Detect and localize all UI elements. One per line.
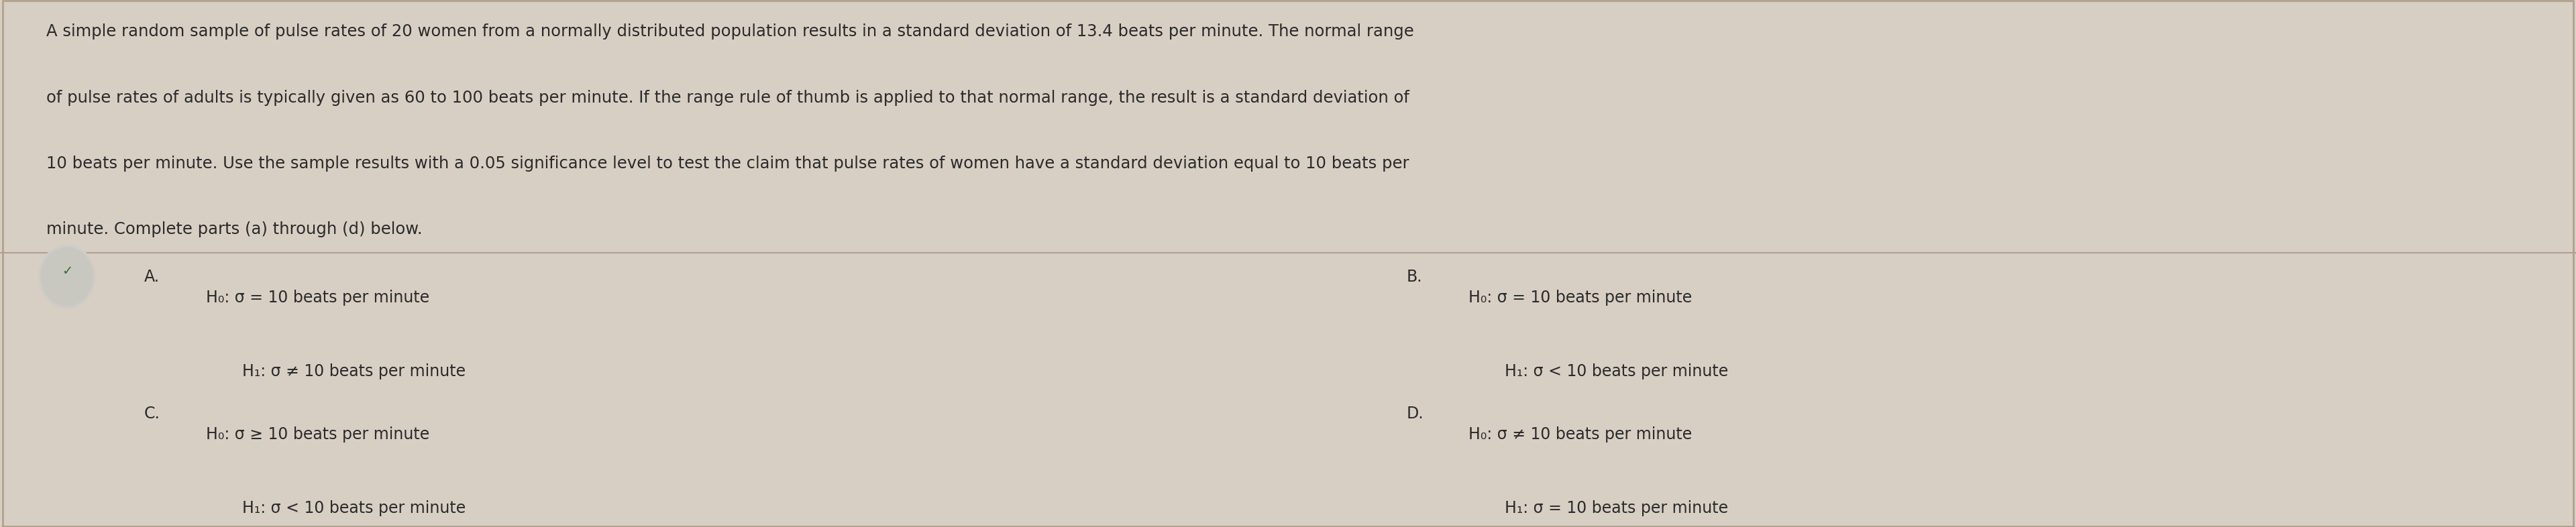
Text: H₀: σ ≥ 10 beats per minute: H₀: σ ≥ 10 beats per minute: [206, 427, 430, 443]
Text: H₁: σ ≠ 10 beats per minute: H₁: σ ≠ 10 beats per minute: [242, 364, 466, 379]
Text: minute. Complete parts (a) through (d) below.: minute. Complete parts (a) through (d) b…: [46, 221, 422, 238]
Text: H₁: σ < 10 beats per minute: H₁: σ < 10 beats per minute: [242, 501, 466, 516]
Text: C.: C.: [144, 406, 160, 422]
Ellipse shape: [41, 248, 93, 306]
Text: H₀: σ = 10 beats per minute: H₀: σ = 10 beats per minute: [206, 290, 430, 306]
Text: of pulse rates of adults is typically given as 60 to 100 beats per minute. If th: of pulse rates of adults is typically gi…: [46, 90, 1409, 106]
Text: B.: B.: [1406, 269, 1422, 285]
Text: A.: A.: [144, 269, 160, 285]
Text: 10 beats per minute. Use the sample results with a 0.05 significance level to te: 10 beats per minute. Use the sample resu…: [46, 155, 1409, 172]
Text: A simple random sample of pulse rates of 20 women from a normally distributed po: A simple random sample of pulse rates of…: [46, 24, 1414, 40]
Text: D.: D.: [1406, 406, 1425, 422]
Text: H₁: σ < 10 beats per minute: H₁: σ < 10 beats per minute: [1504, 364, 1728, 379]
Text: H₀: σ ≠ 10 beats per minute: H₀: σ ≠ 10 beats per minute: [1468, 427, 1692, 443]
Text: ✓: ✓: [62, 265, 72, 278]
Text: H₁: σ = 10 beats per minute: H₁: σ = 10 beats per minute: [1504, 501, 1728, 516]
Text: H₀: σ = 10 beats per minute: H₀: σ = 10 beats per minute: [1468, 290, 1692, 306]
Ellipse shape: [39, 245, 95, 309]
